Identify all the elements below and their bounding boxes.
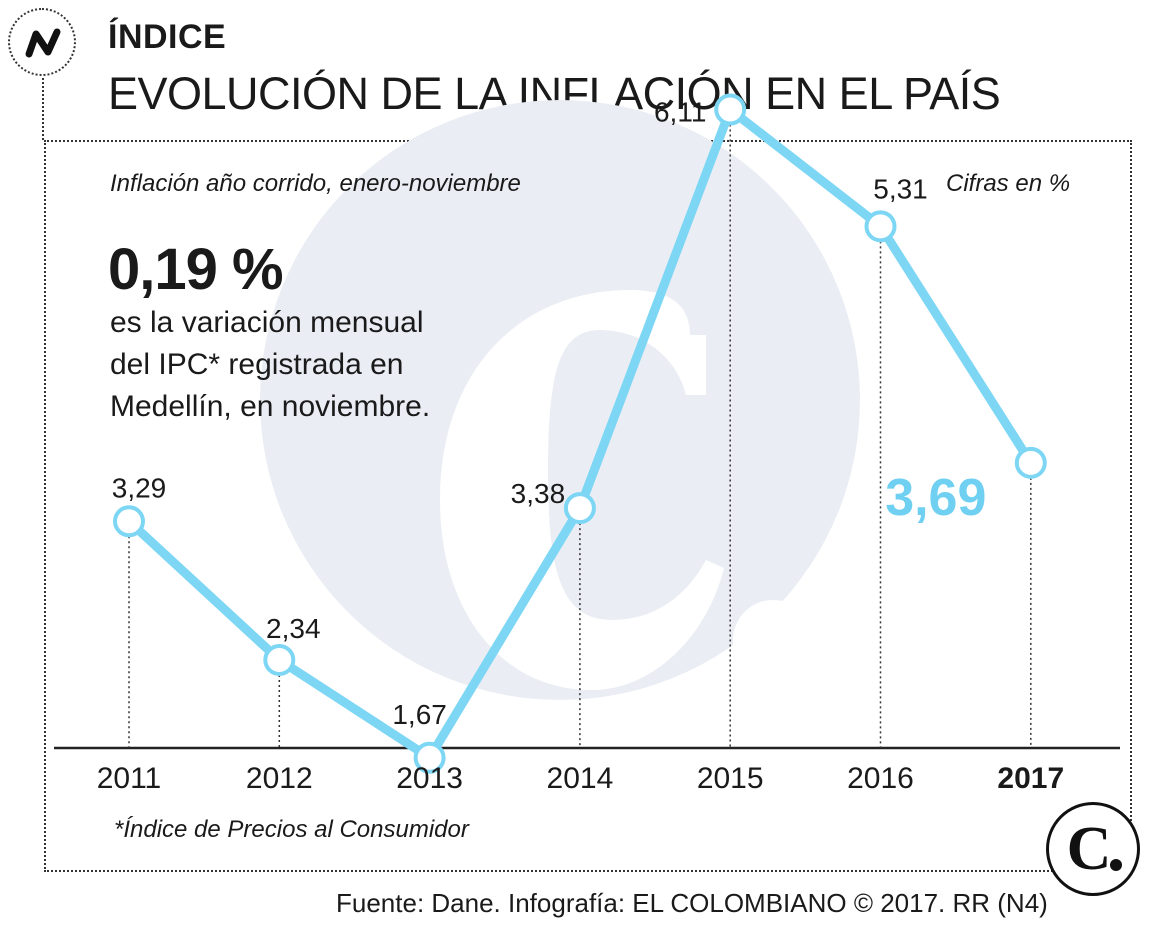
data-point — [864, 210, 897, 243]
data-label: 5,31 — [873, 173, 928, 204]
data-point — [263, 643, 296, 676]
highlight-line: Medellín, en noviembre. — [110, 390, 431, 423]
footnote: *Índice de Precios al Consumidor — [114, 816, 469, 843]
data-point — [113, 505, 145, 538]
highlight-value: 0,19 % — [108, 237, 284, 302]
data-point — [563, 492, 596, 525]
data-label: 2,34 — [266, 613, 321, 644]
units-note: Cifras en % — [946, 170, 1071, 197]
trend-line-icon — [8, 8, 76, 76]
x-tick-label: 2014 — [547, 762, 614, 795]
x-tick-label: 2016 — [847, 762, 914, 795]
x-tick-label: 2013 — [396, 762, 463, 795]
x-tick-label: 2017 — [997, 762, 1064, 795]
data-label: 1,67 — [392, 699, 447, 730]
brand-logo-icon: C — [1046, 802, 1140, 896]
highlight-line: es la variación mensual — [110, 306, 424, 339]
section-kicker: ÍNDICE — [108, 18, 227, 56]
svg-text:C: C — [1067, 815, 1112, 883]
data-label: 3,38 — [511, 478, 566, 509]
data-label: 3,29 — [112, 472, 167, 503]
x-tick-label: 2011 — [97, 762, 162, 795]
x-tick-label: 2015 — [697, 762, 764, 795]
dotted-connector — [42, 78, 44, 140]
chart-subtitle: Inflación año corrido, enero-noviembre — [110, 170, 521, 197]
highlight-line: del IPC* registrada en — [110, 348, 404, 381]
data-point — [413, 741, 446, 774]
highlight-description: es la variación mensual del IPC* registr… — [110, 302, 470, 428]
data-label: 6,11 — [654, 97, 706, 128]
data-label: 3,69 — [885, 469, 986, 527]
data-point — [1014, 446, 1047, 479]
x-tick-label: 2012 — [246, 762, 313, 795]
source-credit: Fuente: Dane. Infografía: EL COLOMBIANO … — [336, 888, 1048, 918]
data-point — [714, 93, 747, 126]
